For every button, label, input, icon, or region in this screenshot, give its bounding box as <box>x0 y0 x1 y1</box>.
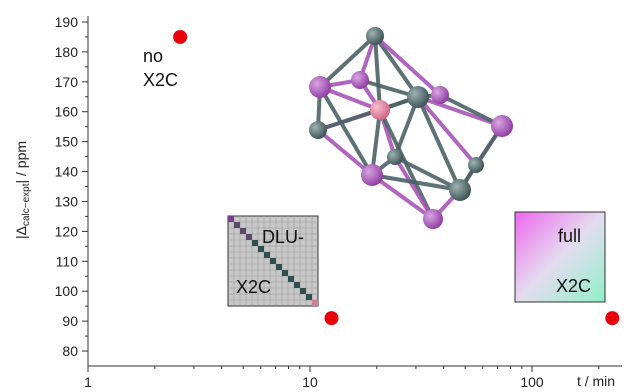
matrix-diagonal-block <box>228 216 234 222</box>
y-tick-label: 130 <box>55 193 79 209</box>
y-axis-title-main: |Δ <box>13 226 29 239</box>
label-dlu-x2c: X2C <box>236 277 271 297</box>
data-point <box>605 311 620 326</box>
matrix-diagonal-block <box>252 240 258 246</box>
y-tick-label: 160 <box>55 104 79 120</box>
y-tick-label: 180 <box>55 44 79 60</box>
label-full-x2c: X2C <box>556 276 591 296</box>
cluster-atom <box>407 86 429 108</box>
matrix-diagonal-block <box>288 276 294 282</box>
cluster-bond <box>373 34 442 97</box>
cluster-bond <box>316 128 374 177</box>
matrix-diagonal-block <box>234 222 240 228</box>
matrix-diagonal-block <box>294 282 300 288</box>
cluster-bond <box>316 95 420 132</box>
y-tick-label: 90 <box>62 313 78 329</box>
label-no-x2c: X2C <box>143 70 178 90</box>
matrix-diagonal-block <box>246 234 252 240</box>
label-no: no <box>143 46 163 66</box>
cluster-atom <box>361 164 383 186</box>
data-points <box>173 29 620 326</box>
y-tick-label: 100 <box>55 283 79 299</box>
x-ticks: 1 10 100 <box>84 366 600 390</box>
y-tick-label: 190 <box>55 14 79 30</box>
cluster-bond <box>373 34 382 112</box>
y-tick-label: 110 <box>56 253 79 269</box>
cluster-atom <box>366 27 384 45</box>
matrix-diagonal-block <box>312 300 318 306</box>
cluster-illustration <box>309 27 513 229</box>
matrix-diagonal-block <box>306 294 312 300</box>
cluster-atom <box>351 71 369 89</box>
matrix-diagonal-block <box>240 228 246 234</box>
cluster-atom <box>309 121 327 139</box>
cluster-atom <box>449 179 471 201</box>
y-tick-label: 170 <box>55 74 79 90</box>
cluster-atom <box>423 209 443 229</box>
cluster-bond <box>370 173 462 192</box>
cluster-bond <box>318 85 374 177</box>
label-dlu: DLU- <box>262 227 304 247</box>
x-tick-label: 10 <box>302 374 318 390</box>
cluster-bond <box>416 95 478 167</box>
matrix-diagonal-block <box>300 288 306 294</box>
cluster-bond <box>373 34 420 99</box>
cluster-atom <box>309 76 331 98</box>
label-full: full <box>558 226 581 246</box>
cluster-bond <box>370 173 435 221</box>
x-axis-title: t / min <box>577 373 615 389</box>
matrix-diagonal-block <box>270 258 276 264</box>
dlu-matrix-illustration <box>227 215 319 307</box>
matrix-diagonal-block <box>258 246 264 252</box>
y-axis-title-unit: | / ppm <box>13 141 29 184</box>
cluster-bond <box>393 155 462 192</box>
y-axis-title-subscript: calc−expt <box>21 183 32 226</box>
cluster-bond <box>416 95 462 192</box>
cluster-bond <box>318 34 377 89</box>
y-ticks: 80 90 100 110 120 130 140 150 160 170 180 190 <box>55 14 88 359</box>
cluster-bond <box>393 155 435 221</box>
x-tick-label: 100 <box>520 374 544 390</box>
cluster-atom <box>491 115 513 137</box>
y-tick-label: 80 <box>62 343 78 359</box>
matrix-diagonal-block <box>264 252 270 258</box>
full-x2c-illustration <box>514 211 606 303</box>
y-tick-label: 120 <box>55 223 79 239</box>
cluster-atom <box>370 100 390 120</box>
cluster-atom <box>431 86 449 104</box>
x-tick-label: 1 <box>84 374 92 390</box>
cluster-atom <box>387 149 403 165</box>
cluster-bond <box>438 93 504 128</box>
cluster-atom <box>468 157 484 173</box>
y-tick-label: 150 <box>55 134 79 150</box>
data-point <box>173 29 188 44</box>
matrix-diagonal-block <box>276 264 282 270</box>
y-axis-title: |Δcalc−expt| / ppm <box>13 141 32 239</box>
data-point <box>324 311 339 326</box>
matrix-diagonal-block <box>282 270 288 276</box>
y-tick-label: 140 <box>55 164 79 180</box>
